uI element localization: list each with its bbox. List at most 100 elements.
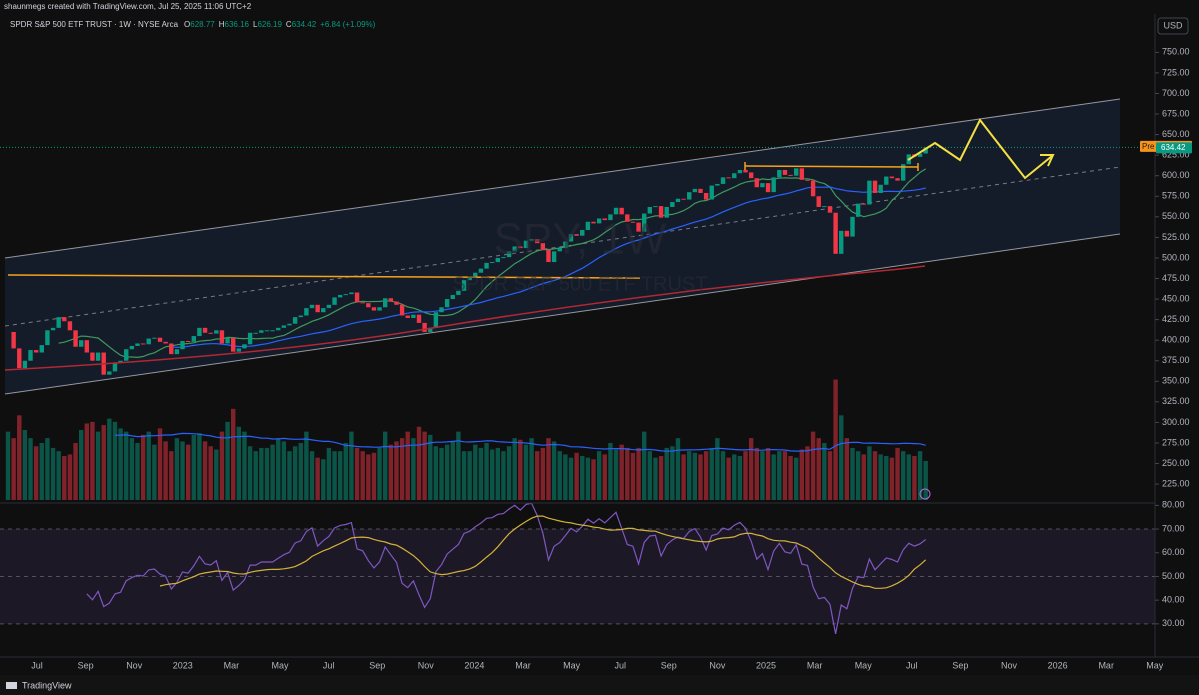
ohlc-value: 634.42 — [292, 20, 317, 29]
volume-bar — [912, 456, 917, 500]
candle-body — [523, 240, 529, 249]
volume-bar — [478, 447, 484, 500]
candle-body — [349, 292, 354, 295]
rsi-tick-label: 40.00 — [1162, 595, 1185, 605]
ohlc-key: O — [184, 20, 190, 29]
volume-bar — [827, 451, 833, 500]
candle-body — [444, 299, 450, 308]
volume-bar — [546, 438, 551, 500]
candle-body — [653, 206, 658, 208]
x-tick-label: Mar — [1098, 660, 1114, 670]
candle-body — [366, 303, 371, 308]
candle-body — [264, 330, 270, 332]
y-tick-label: 300.00 — [1162, 417, 1190, 427]
volume-bar — [405, 431, 410, 500]
volume-bar — [157, 428, 163, 500]
volume-bar — [399, 438, 405, 500]
candle-body — [585, 221, 591, 230]
volume-bar — [737, 456, 743, 500]
candle-body — [185, 341, 191, 342]
candle-body — [506, 251, 512, 258]
rsi-tick-label: 70.00 — [1162, 523, 1185, 533]
volume-bar — [726, 457, 731, 500]
volume-bar — [670, 446, 675, 500]
y-tick-label: 500.00 — [1162, 252, 1190, 262]
rsi-ma-line — [159, 515, 927, 589]
ohlc-value: 628.77 — [190, 20, 215, 29]
candle-body — [810, 180, 816, 197]
candle-body — [467, 277, 472, 281]
brand: TradingView — [22, 680, 72, 690]
ohlc-key: L — [253, 20, 258, 29]
candle-body — [473, 272, 478, 278]
candle-body — [411, 314, 416, 318]
candle-body — [343, 294, 348, 296]
candle-body — [78, 340, 84, 347]
volume-bar — [692, 452, 698, 500]
volume-bar — [591, 459, 596, 500]
candle-body — [332, 297, 337, 305]
volume-bar — [169, 451, 174, 500]
candle-body — [574, 234, 579, 236]
candle-body — [613, 207, 619, 215]
candle-body — [889, 176, 895, 179]
volume-bar — [315, 457, 320, 500]
volume-bar — [574, 452, 579, 500]
volume-bar — [732, 454, 737, 500]
volume-bar — [456, 431, 461, 500]
candle-body — [292, 317, 298, 324]
y-tick-label: 525.00 — [1162, 232, 1190, 242]
currency-box[interactable] — [1157, 17, 1189, 35]
volume-bar — [839, 415, 844, 500]
rsi-line — [86, 502, 927, 635]
candle-body — [67, 321, 73, 331]
volume-bar — [636, 447, 641, 500]
candle-body — [416, 314, 422, 323]
candle-body — [157, 337, 163, 342]
y-tick-label: 475.00 — [1162, 273, 1190, 283]
candle-body — [670, 202, 675, 207]
candle-body — [169, 343, 174, 355]
volume-bar — [580, 456, 585, 500]
volume-bar — [872, 451, 878, 500]
volume-bar — [748, 438, 754, 500]
volume-bar — [62, 456, 67, 500]
candle-body — [788, 174, 793, 176]
footer — [0, 675, 1199, 695]
volume-bar — [467, 451, 472, 500]
candle-body — [698, 188, 703, 193]
y-tick-label: 450.00 — [1162, 293, 1190, 303]
candle-body — [512, 246, 517, 252]
volume-bar — [765, 447, 771, 500]
candle-body — [39, 345, 44, 353]
currency[interactable]: USD — [1163, 20, 1183, 30]
volume-bar — [39, 443, 44, 500]
candle-body — [247, 332, 253, 345]
channel-upper — [4, 98, 1121, 259]
candle-body — [794, 168, 799, 176]
volume-bar — [247, 446, 253, 500]
volume-bar — [484, 443, 489, 500]
volume-bar — [664, 447, 669, 500]
volume-bar — [107, 418, 112, 500]
channel-middle — [4, 166, 1121, 327]
volume-bar — [281, 441, 287, 500]
candle-body — [270, 330, 275, 332]
volume-bar — [50, 447, 56, 500]
candle-body — [884, 176, 889, 185]
volume-bar — [794, 457, 799, 500]
candle-body — [309, 304, 315, 309]
x-tick-label: May — [855, 660, 873, 670]
volume-bar — [923, 460, 928, 500]
candle-body — [33, 350, 39, 353]
y-tick-label: 600.00 — [1162, 170, 1190, 180]
volume-bar — [208, 446, 213, 500]
candle-body — [253, 332, 258, 334]
x-tick-label: Sep — [369, 660, 385, 670]
candle-body — [619, 207, 624, 215]
ohlc-value: 636.16 — [225, 20, 250, 29]
candle-body — [28, 350, 33, 361]
candle-body — [580, 229, 585, 236]
candle-body — [535, 239, 540, 244]
volume-bar — [163, 441, 168, 500]
